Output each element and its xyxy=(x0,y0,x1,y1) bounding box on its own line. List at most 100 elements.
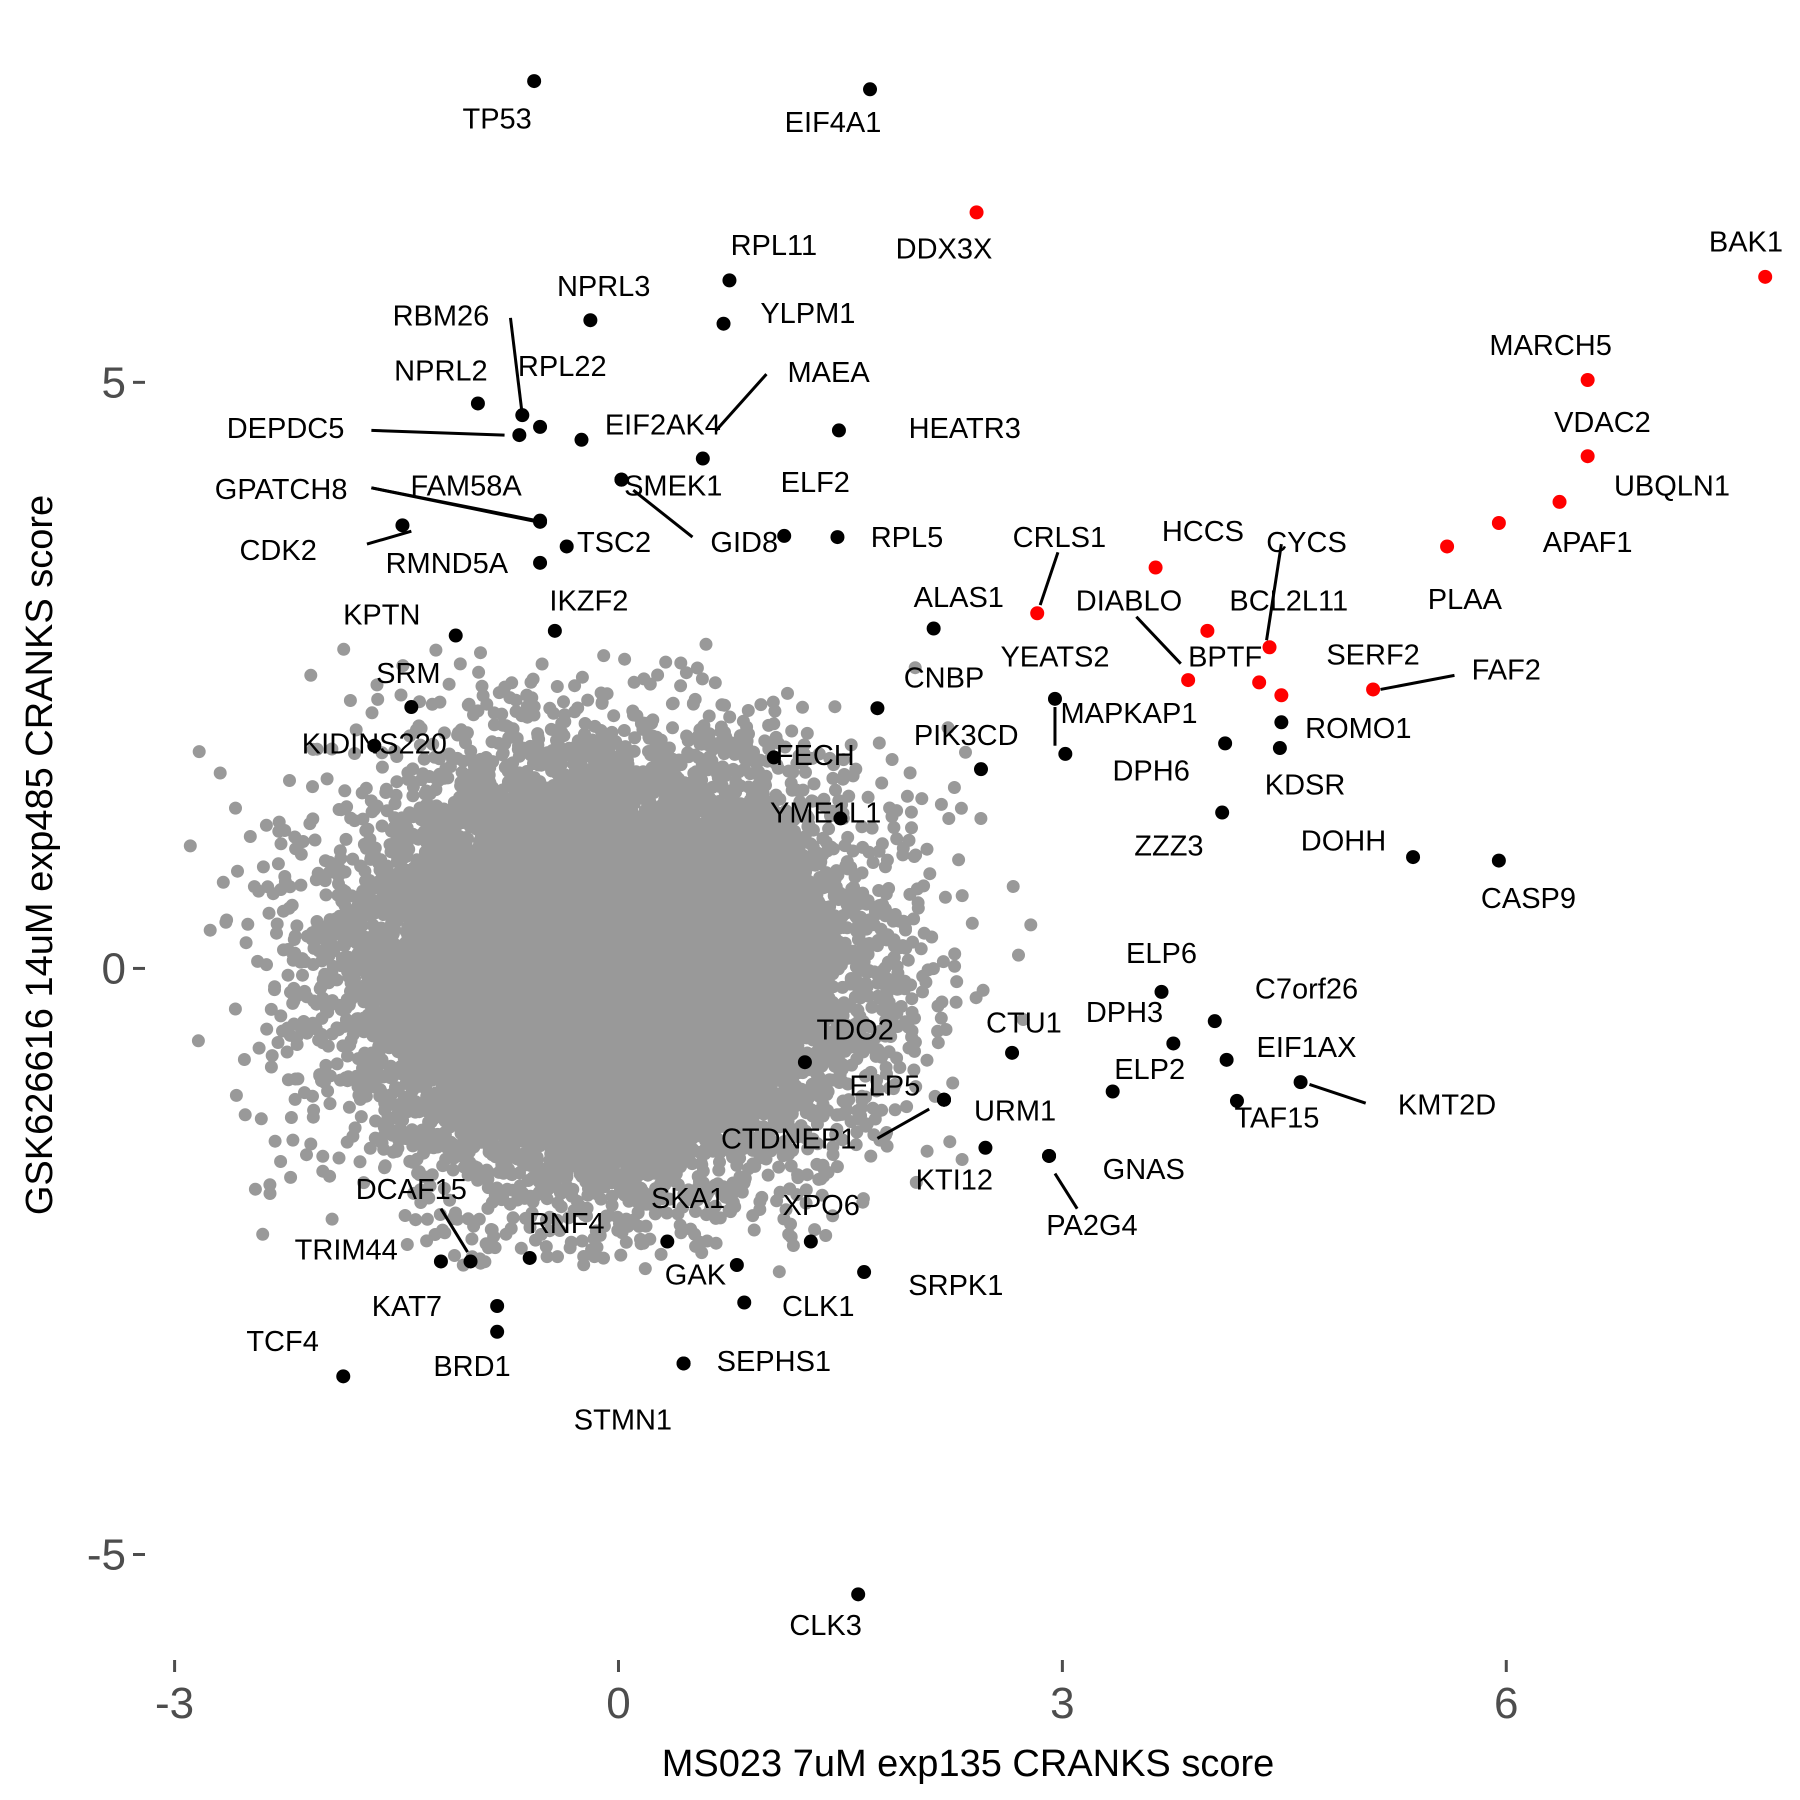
point-fech xyxy=(766,750,781,765)
label-line-kmt2d xyxy=(1309,1083,1367,1105)
point-nprl2 xyxy=(470,396,485,411)
point-clk1 xyxy=(737,1295,752,1310)
point-kti12 xyxy=(978,1140,993,1155)
gene-label-elp5: ELP5 xyxy=(849,1071,920,1103)
point-mapkap1 xyxy=(1058,746,1073,761)
point-cdk2 xyxy=(395,518,410,533)
gene-label-crls1: CRLS1 xyxy=(1013,522,1107,554)
gene-label-cycs: CYCS xyxy=(1266,527,1347,559)
gene-label-heatr3: HEATR3 xyxy=(909,413,1021,445)
gene-label-elp2: ELP2 xyxy=(1114,1054,1185,1086)
point-cycs xyxy=(1262,640,1277,655)
point-taf15 xyxy=(1229,1093,1244,1108)
gene-label-stmn1: STMN1 xyxy=(574,1405,672,1437)
gene-label-brd1: BRD1 xyxy=(433,1351,510,1383)
point-ddx3x xyxy=(969,205,984,220)
gene-label-gnas: GNAS xyxy=(1103,1154,1185,1186)
point-clk3 xyxy=(851,1587,866,1602)
point-pik3cd xyxy=(973,762,988,777)
label-line-gid8 xyxy=(632,489,694,539)
point-apaf1 xyxy=(1491,516,1506,531)
gene-label-ddx3x: DDX3X xyxy=(896,234,993,266)
point-heatr3 xyxy=(831,423,846,438)
point-kat7 xyxy=(490,1299,505,1314)
gene-label-diablo: DIABLO xyxy=(1076,585,1182,617)
gene-label-gak: GAK xyxy=(665,1259,727,1291)
point-depdc5 xyxy=(512,428,527,443)
gene-label-mapkap1: MAPKAP1 xyxy=(1060,698,1197,730)
gene-label-serf2: SERF2 xyxy=(1326,639,1419,671)
gene-label-kat7: KAT7 xyxy=(372,1291,442,1323)
point-yeats2 xyxy=(1047,691,1062,706)
point-bptf xyxy=(1252,675,1267,690)
gene-label-bak1: BAK1 xyxy=(1709,227,1783,259)
gene-label-maea: MAEA xyxy=(787,357,870,389)
point-rpl11 xyxy=(722,273,737,288)
point-ikzf2 xyxy=(547,623,562,638)
label-line-pa2g4 xyxy=(1053,1172,1079,1210)
point-rpl5 xyxy=(830,530,845,545)
point-tsc2 xyxy=(559,539,574,554)
gene-label-cnbp: CNBP xyxy=(904,663,985,695)
gene-label-dph6: DPH6 xyxy=(1112,755,1189,787)
point-dph6 xyxy=(1218,736,1233,751)
gene-label-nprl2: NPRL2 xyxy=(394,356,488,388)
label-line-ctdnep1 xyxy=(876,1107,930,1140)
gene-label-ctu1: CTU1 xyxy=(986,1007,1062,1039)
point-eif4a1 xyxy=(863,82,878,97)
gene-label-vdac2: VDAC2 xyxy=(1554,407,1651,439)
point-ctdnep1 xyxy=(937,1092,952,1107)
gene-label-fech: FECH xyxy=(776,740,855,772)
point-pa2g4 xyxy=(1042,1148,1057,1163)
gene-label-elf2: ELF2 xyxy=(781,467,850,499)
label-line-cycs xyxy=(1265,543,1283,641)
point-cnbp xyxy=(870,701,885,716)
gene-label-taf15: TAF15 xyxy=(1234,1102,1319,1134)
point-stmn1 xyxy=(676,1356,691,1371)
gene-label-srm: SRM xyxy=(376,658,440,690)
gene-label-zzz3: ZZZ3 xyxy=(1134,830,1203,862)
point-crls1 xyxy=(1030,606,1045,621)
point-xpo6 xyxy=(803,1234,818,1249)
x-tick-label: 3 xyxy=(1050,1679,1074,1728)
gene-label-ubqln1: UBQLN1 xyxy=(1614,470,1730,502)
gene-label-srpk1: SRPK1 xyxy=(908,1270,1003,1302)
point-romo1 xyxy=(1274,715,1289,730)
gene-label-kidins220: KIDINS220 xyxy=(302,728,447,760)
point-nprl3 xyxy=(583,313,598,328)
gene-label-yme1l1: YME1L1 xyxy=(770,798,881,830)
point-march5 xyxy=(1580,373,1595,387)
point-rbm26 xyxy=(515,408,530,423)
gene-label-ylpm1: YLPM1 xyxy=(760,298,855,330)
gene-label-hccs: HCCS xyxy=(1162,516,1244,548)
point-zzz3 xyxy=(1215,805,1230,820)
gene-labels-layer: TP53 EIF4A1 DDX3X BAK1 RPL11 NPRL3 YLPM1 RBM26 M… xyxy=(215,104,1783,1642)
gene-label-rmnd5a: RMND5A xyxy=(386,548,509,580)
gene-label-nprl3: NPRL3 xyxy=(557,271,651,303)
gene-label-trim44: TRIM44 xyxy=(295,1235,398,1267)
gene-label-sephs1: SEPHS1 xyxy=(717,1346,831,1378)
gene-label-dph3: DPH3 xyxy=(1086,997,1163,1029)
point-kmt2d xyxy=(1293,1075,1308,1090)
gene-label-apaf1: APAF1 xyxy=(1543,527,1633,559)
label-line-diablo xyxy=(1135,615,1182,665)
gene-label-kmt2d: KMT2D xyxy=(1398,1089,1496,1121)
point-kdsr xyxy=(1272,741,1287,756)
y-tick-label: 5 xyxy=(102,358,126,407)
point-rpl22 xyxy=(533,419,548,434)
point-srm xyxy=(404,700,419,715)
axes-layer: -3 0 3 6 -5 0 5 xyxy=(87,358,1519,1728)
gene-label-rpl22: RPL22 xyxy=(518,351,607,383)
gene-label-rnf4: RNF4 xyxy=(529,1208,605,1240)
gene-label-tp53: TP53 xyxy=(462,104,531,136)
x-tick-label: -3 xyxy=(155,1679,194,1728)
label-lines-layer xyxy=(366,317,1455,1253)
gene-label-tdo2: TDO2 xyxy=(817,1014,894,1046)
gene-label-kdsr: KDSR xyxy=(1265,769,1346,801)
point-tcf4 xyxy=(336,1369,351,1384)
gene-label-ska1: SKA1 xyxy=(651,1183,725,1215)
point-gpatch8 xyxy=(533,513,548,528)
gene-label-fam58a: FAM58A xyxy=(410,470,522,502)
label-line-depdc5 xyxy=(371,428,505,437)
point-maea xyxy=(695,451,710,466)
